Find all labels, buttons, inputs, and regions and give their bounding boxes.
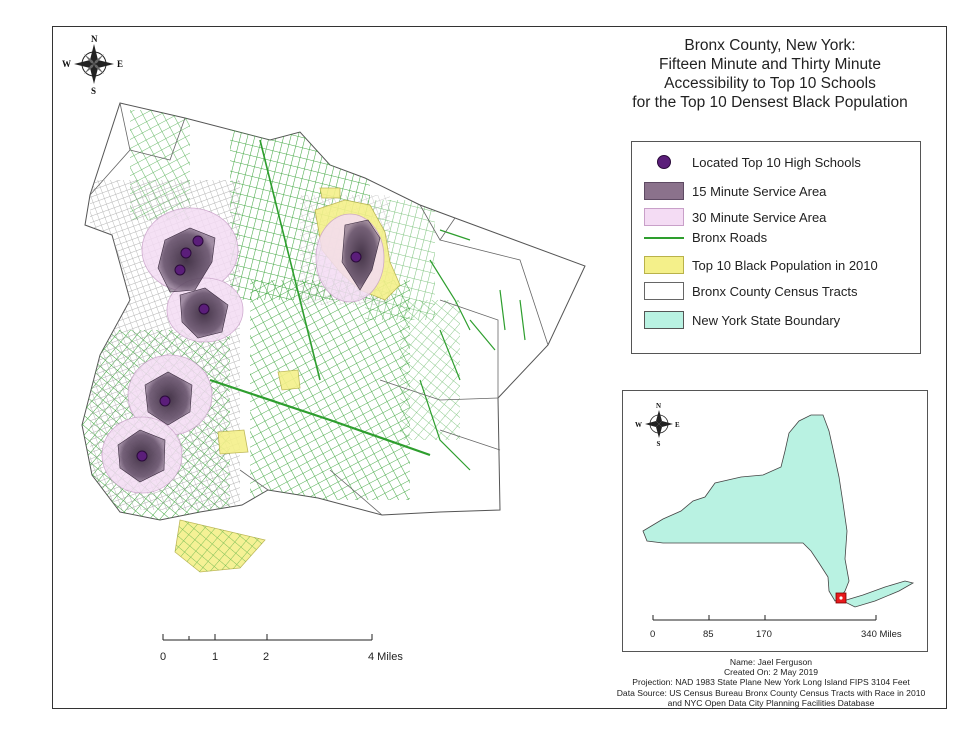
legend-item-roads: Bronx Roads: [632, 227, 920, 249]
map-credits: Name: Jael Ferguson Created On: 2 May 20…: [596, 657, 946, 708]
credit-projection: Projection: NAD 1983 State Plane New Yor…: [632, 677, 910, 688]
inset-scale-tick-170: 170: [756, 629, 772, 640]
title-line-2: Fifteen Minute and Thirty Minute: [659, 56, 881, 73]
school-marker: [174, 264, 186, 276]
scale-tick-2: 2: [263, 651, 269, 663]
legend-item-schools: Located Top 10 High Schools: [632, 152, 920, 174]
title-line-3: Accessibility to Top 10 Schools: [664, 75, 876, 92]
tracts-swatch: [644, 282, 684, 300]
school-marker: [350, 251, 362, 263]
inset-map: N S E W 0 85 170 340 Miles: [622, 390, 928, 652]
compass-rose: N S E W: [62, 34, 123, 96]
inset-compass-n: N: [656, 402, 661, 410]
scale-tick-1: 1: [212, 651, 218, 663]
legend-item-tracts: Bronx County Census Tracts: [632, 281, 920, 303]
black-pop-swatch: [644, 256, 684, 274]
credit-author: Name: Jael Ferguson: [729, 657, 813, 667]
scale-tick-4: 4 Miles: [368, 651, 403, 663]
compass-e: E: [117, 59, 123, 69]
map-title: Bronx County, New York: Fifteen Minute a…: [595, 36, 945, 112]
service-area-15: [117, 219, 381, 483]
school-marker: [159, 395, 171, 407]
compass-w: W: [62, 59, 71, 69]
legend-label: Top 10 Black Population in 2010: [692, 258, 878, 273]
scale-bar: 0 1 2 4 Miles: [160, 634, 403, 663]
school-marker: [198, 303, 210, 315]
legend-item-service30: 30 Minute Service Area: [632, 207, 920, 229]
school-marker: [136, 450, 148, 462]
title-line-1: Bronx County, New York:: [684, 37, 856, 54]
inset-scale-bar: 0 85 170 340 Miles: [650, 615, 902, 640]
compass-n: N: [91, 34, 98, 44]
school-marker: [192, 235, 204, 247]
legend-label: Bronx Roads: [692, 230, 768, 245]
inset-scale-tick-0: 0: [650, 629, 655, 640]
credit-date: Created On: 2 May 2019: [723, 667, 819, 678]
inset-compass-rose: N S E W: [635, 402, 680, 448]
credit-source-2: and NYC Open Data City Planning Faciliti…: [667, 697, 875, 708]
inset-compass-s: S: [657, 440, 661, 448]
legend-item-ny-state: New York State Boundary: [632, 310, 920, 332]
legend: Located Top 10 High Schools 15 Minute Se…: [631, 141, 921, 354]
legend-label: New York State Boundary: [692, 313, 841, 328]
school-markers: [136, 235, 362, 462]
legend-item-service15: 15 Minute Service Area: [632, 181, 920, 203]
scale-tick-0: 0: [160, 651, 166, 663]
map-frame: [52, 26, 947, 709]
inset-scale-tick-85: 85: [703, 629, 714, 640]
service15-swatch: [644, 182, 684, 200]
compass-s: S: [91, 86, 96, 96]
legend-item-black-pop: Top 10 Black Population in 2010: [632, 255, 920, 277]
census-tracts: [89, 102, 549, 516]
legend-label: 15 Minute Service Area: [692, 184, 827, 199]
legend-label: Bronx County Census Tracts: [692, 284, 858, 299]
ny-state-swatch: [644, 311, 684, 329]
inset-compass-e: E: [675, 421, 680, 429]
title-line-4: for the Top 10 Densest Black Population: [632, 94, 908, 111]
long-island-shape: [841, 580, 915, 608]
inset-compass-w: W: [635, 421, 642, 429]
school-marker: [180, 247, 192, 259]
school-circle-icon: [657, 155, 671, 169]
ny-state-shape: [642, 414, 850, 602]
legend-label: 30 Minute Service Area: [692, 210, 827, 225]
service30-swatch: [644, 208, 684, 226]
inset-scale-tick-340: 340 Miles: [861, 629, 902, 640]
inset-svg: N S E W 0 85 170 340 Miles: [635, 402, 915, 640]
legend-label: Located Top 10 High Schools: [692, 155, 861, 170]
credit-source: Data Source: US Census Bureau Bronx Coun…: [616, 687, 926, 698]
road-line-swatch: [644, 237, 684, 239]
